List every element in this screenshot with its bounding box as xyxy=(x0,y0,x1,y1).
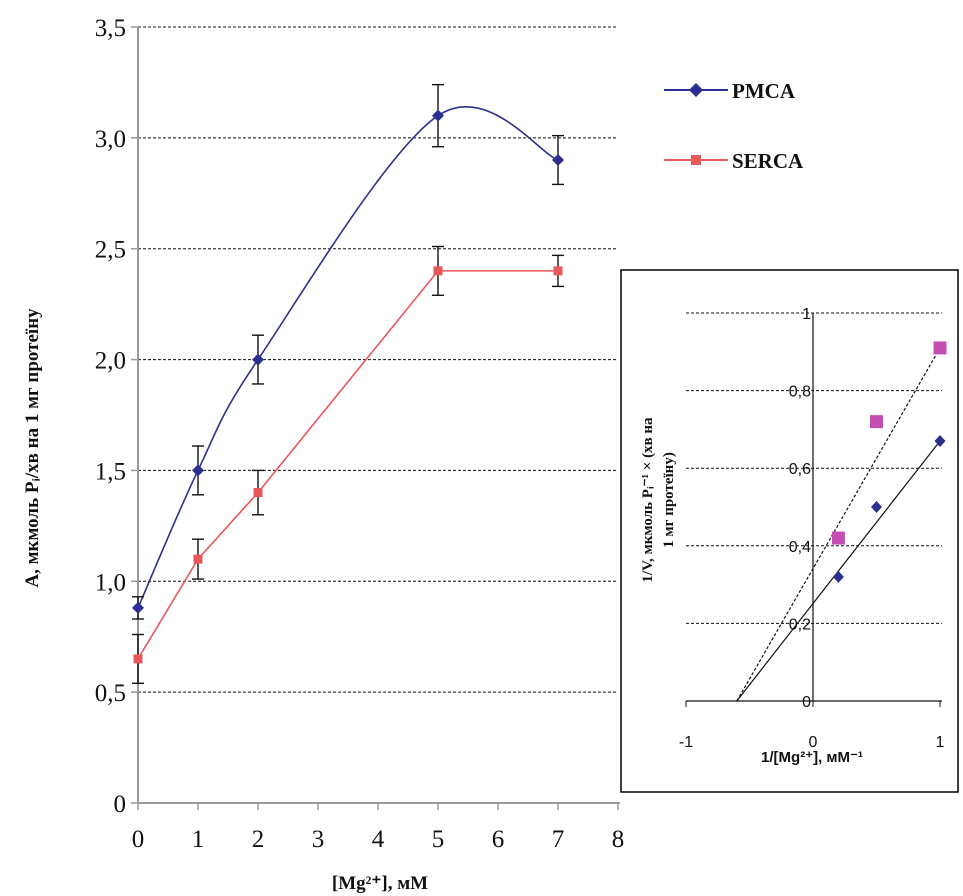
pmca-point xyxy=(252,353,264,366)
main-x-tick-labels: 0 1 2 3 4 5 6 7 8 xyxy=(132,826,625,853)
legend: PMCA SERCA xyxy=(664,79,804,173)
main-x-tick-label: 5 xyxy=(432,826,445,853)
pmca-line xyxy=(137,106,559,609)
main-axes xyxy=(137,27,620,804)
inset-axes xyxy=(686,313,942,702)
inset-y-axis-title-line2: 1 мг протеїну) xyxy=(661,452,677,548)
inset-y-tick-label: 0 xyxy=(802,694,811,711)
inset-gridlines xyxy=(685,312,942,707)
main-y-tick-label: 1,0 xyxy=(95,569,126,596)
inset-x-tick-label: 1 xyxy=(936,734,945,751)
inset-chart: 0 0,2 0,4 0,6 0,8 1 -1 0 1 1/V, мкмоль Pᵢ⁻¹ × (… xyxy=(620,269,959,793)
main-series xyxy=(132,83,564,684)
main-y-tick-label: 2,0 xyxy=(95,348,126,375)
main-y-tick-label: 0 xyxy=(114,791,127,818)
inset-series-0-point xyxy=(933,341,947,355)
main-y-tick-label: 2,5 xyxy=(95,237,126,264)
inset-y-axis-title-line1: 1/V, мкмоль Pᵢ⁻¹ × (хв на xyxy=(640,417,656,583)
legend-pmca-label: PMCA xyxy=(732,79,796,103)
legend-item-pmca: PMCA xyxy=(664,79,796,103)
inset-y-tick-label: 1 xyxy=(802,306,811,323)
serca-point xyxy=(553,266,563,276)
main-gridlines xyxy=(131,26,619,810)
pmca-point xyxy=(552,154,564,167)
main-x-tick-label: 1 xyxy=(192,826,205,853)
inset-series-1-point xyxy=(871,501,882,513)
main-y-tick-label: 1,5 xyxy=(95,458,126,485)
inset-y-tick-label: 0,2 xyxy=(789,616,811,633)
main-x-axis-title: [Mg²⁺], мМ xyxy=(332,873,428,894)
legend-pmca-marker xyxy=(689,83,703,97)
serca-point xyxy=(433,266,443,276)
serca-point xyxy=(193,554,203,564)
inset-x-tick-label: -1 xyxy=(679,734,693,751)
main-y-tick-label: 3,5 xyxy=(95,15,126,42)
pmca-point xyxy=(432,109,444,122)
inset-series-0-point xyxy=(870,415,883,429)
main-x-tick-label: 2 xyxy=(252,826,265,853)
main-x-tick-label: 0 xyxy=(132,826,145,853)
inset-y-tick-label: 0,6 xyxy=(789,461,811,478)
main-y-tick-labels: 0 0,5 1,0 1,5 2,0 2,5 3,0 3,5 xyxy=(95,15,126,818)
legend-serca-label: SERCA xyxy=(732,149,804,173)
pmca-point xyxy=(132,601,144,614)
main-x-tick-label: 7 xyxy=(552,826,565,853)
inset-series-0-trendline xyxy=(736,347,941,702)
inset-x-tick-label: 0 xyxy=(809,734,818,751)
legend-serca-marker xyxy=(691,155,701,165)
inset-series-1-point xyxy=(934,435,946,448)
inset-y-tick-label: 0,8 xyxy=(789,384,811,401)
main-x-tick-label: 3 xyxy=(312,826,325,853)
inset-series xyxy=(736,341,947,702)
pmca-point xyxy=(192,464,204,477)
legend-item-serca: SERCA xyxy=(664,149,804,173)
serca-point xyxy=(133,654,143,664)
inset-x-axis-title: 1/[Mg²⁺], мМ⁻¹ xyxy=(761,749,863,766)
serca-point xyxy=(253,488,263,498)
main-x-tick-label: 4 xyxy=(372,826,385,853)
inset-y-tick-labels: 0 0,2 0,4 0,6 0,8 1 xyxy=(789,306,811,711)
main-y-axis-title: А, мкмоль Pᵢ/хв на 1 мг протеїну xyxy=(22,308,43,588)
inset-series-1-point xyxy=(832,570,844,583)
main-x-tick-label: 8 xyxy=(612,826,625,853)
main-x-tick-label: 6 xyxy=(492,826,505,853)
main-y-tick-label: 3,0 xyxy=(95,126,126,153)
inset-frame xyxy=(620,269,959,793)
inset-x-tick-labels: -1 0 1 xyxy=(679,734,945,751)
inset-y-tick-label: 0,4 xyxy=(789,539,811,556)
main-y-tick-label: 0,5 xyxy=(95,680,126,707)
inset-series-0-point xyxy=(831,531,845,545)
